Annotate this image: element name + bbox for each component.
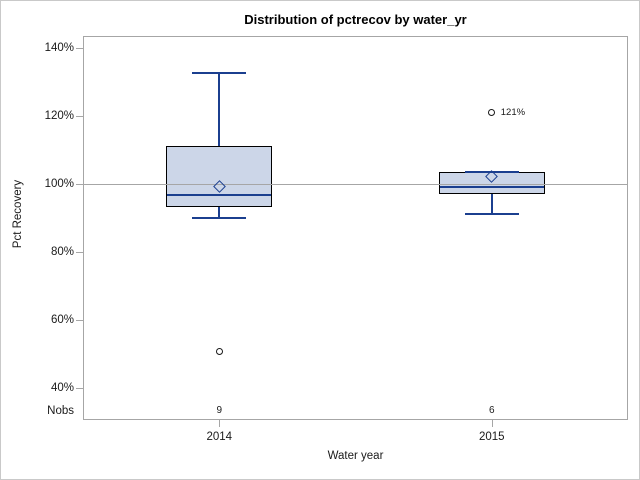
y-axis-tick <box>76 48 83 49</box>
y-axis-tick <box>76 252 83 253</box>
median-line <box>167 194 272 197</box>
x-axis-tick-label: 2014 <box>206 431 233 443</box>
outlier-point <box>488 108 496 116</box>
whisker-cap-lower <box>192 216 247 219</box>
y-axis-tick <box>76 320 83 321</box>
x-axis-tick <box>219 420 220 427</box>
x-axis-tick-label: 2015 <box>478 431 505 443</box>
y-axis-tick-label: 140% <box>44 42 74 54</box>
chart-title: Distribution of pctrecov by water_yr <box>244 12 467 27</box>
nobs-value: 6 <box>488 405 495 416</box>
y-axis-tick-label: 60% <box>50 314 74 326</box>
whisker-line-lower <box>490 193 493 215</box>
whisker-line-lower <box>218 207 221 218</box>
y-axis-tick-label: 80% <box>50 246 74 258</box>
reference-line <box>83 184 628 185</box>
x-axis-title: Water year <box>327 450 384 462</box>
y-axis-tick-label: 120% <box>44 110 74 122</box>
whisker-line-upper <box>218 73 221 147</box>
nobs-row-label: Nobs <box>47 405 74 417</box>
whisker-cap-lower <box>464 213 519 216</box>
median-line <box>439 185 544 188</box>
outlier-label: 121% <box>500 107 526 119</box>
y-axis-tick-label: 40% <box>50 382 74 394</box>
y-axis-tick <box>76 184 83 185</box>
nobs-value: 9 <box>216 405 223 416</box>
plot-area <box>83 36 628 420</box>
outlier-point <box>215 348 223 356</box>
y-axis-tick <box>76 388 83 389</box>
whisker-cap-upper <box>192 72 247 74</box>
whisker-cap-upper <box>464 170 519 173</box>
y-axis-tick-label: 100% <box>44 178 74 190</box>
box-body <box>166 146 273 208</box>
y-axis-tick <box>76 116 83 117</box>
x-axis-tick <box>492 420 493 427</box>
